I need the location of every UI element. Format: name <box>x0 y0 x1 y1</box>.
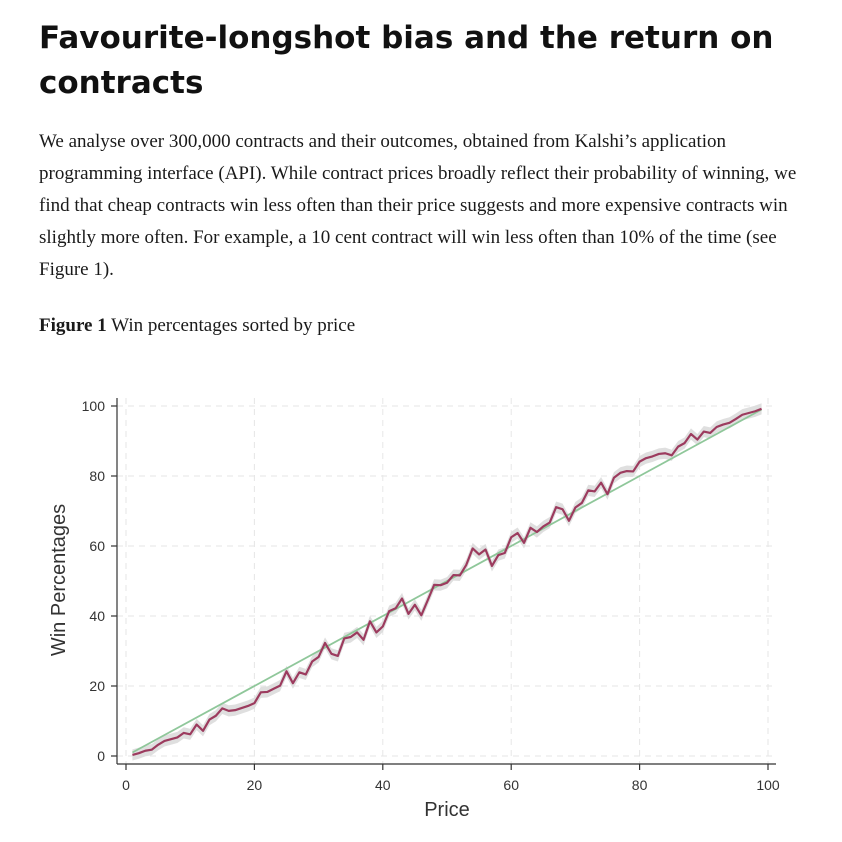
article-paragraph: We analyse over 300,000 contracts and th… <box>39 131 797 280</box>
y-axis-title: Win Percentages <box>48 504 70 656</box>
y-tick-label-100: 100 <box>82 398 106 414</box>
reference-line-layer <box>131 408 763 754</box>
figure-caption: Figure 1 Win percentages sorted by price <box>39 312 799 340</box>
y-tick-label-60: 60 <box>89 538 105 554</box>
reference-line <box>131 408 763 754</box>
figure-caption-text: Win percentages sorted by price <box>111 315 356 336</box>
x-tick-label-40: 40 <box>375 777 391 793</box>
x-axis-title: Price <box>424 799 470 821</box>
y-tick-label-0: 0 <box>97 748 105 764</box>
win-percentage-chart: 0 20 40 60 80 100 0 20 40 60 80 100 Price Win Perce… <box>48 398 780 821</box>
x-tick-label-80: 80 <box>632 777 648 793</box>
y-tick-label-40: 40 <box>89 608 105 624</box>
series-layer <box>132 407 762 757</box>
y-tick-label-80: 80 <box>89 468 105 484</box>
win-percentage-line <box>132 407 762 757</box>
x-tick-label-20: 20 <box>247 777 263 793</box>
article-title: Favourite-longshot bias and the return o… <box>39 20 774 101</box>
axis-layer: 0 20 40 60 80 100 0 20 40 60 80 100 <box>82 398 780 793</box>
x-tick-label-100: 100 <box>756 777 780 793</box>
x-tick-label-0: 0 <box>122 777 130 793</box>
x-tick-label-60: 60 <box>503 777 519 793</box>
axis-label-layer: Price Win Percentages <box>48 504 470 821</box>
figure-label: Figure 1 <box>39 315 107 336</box>
y-tick-label-20: 20 <box>89 678 105 694</box>
